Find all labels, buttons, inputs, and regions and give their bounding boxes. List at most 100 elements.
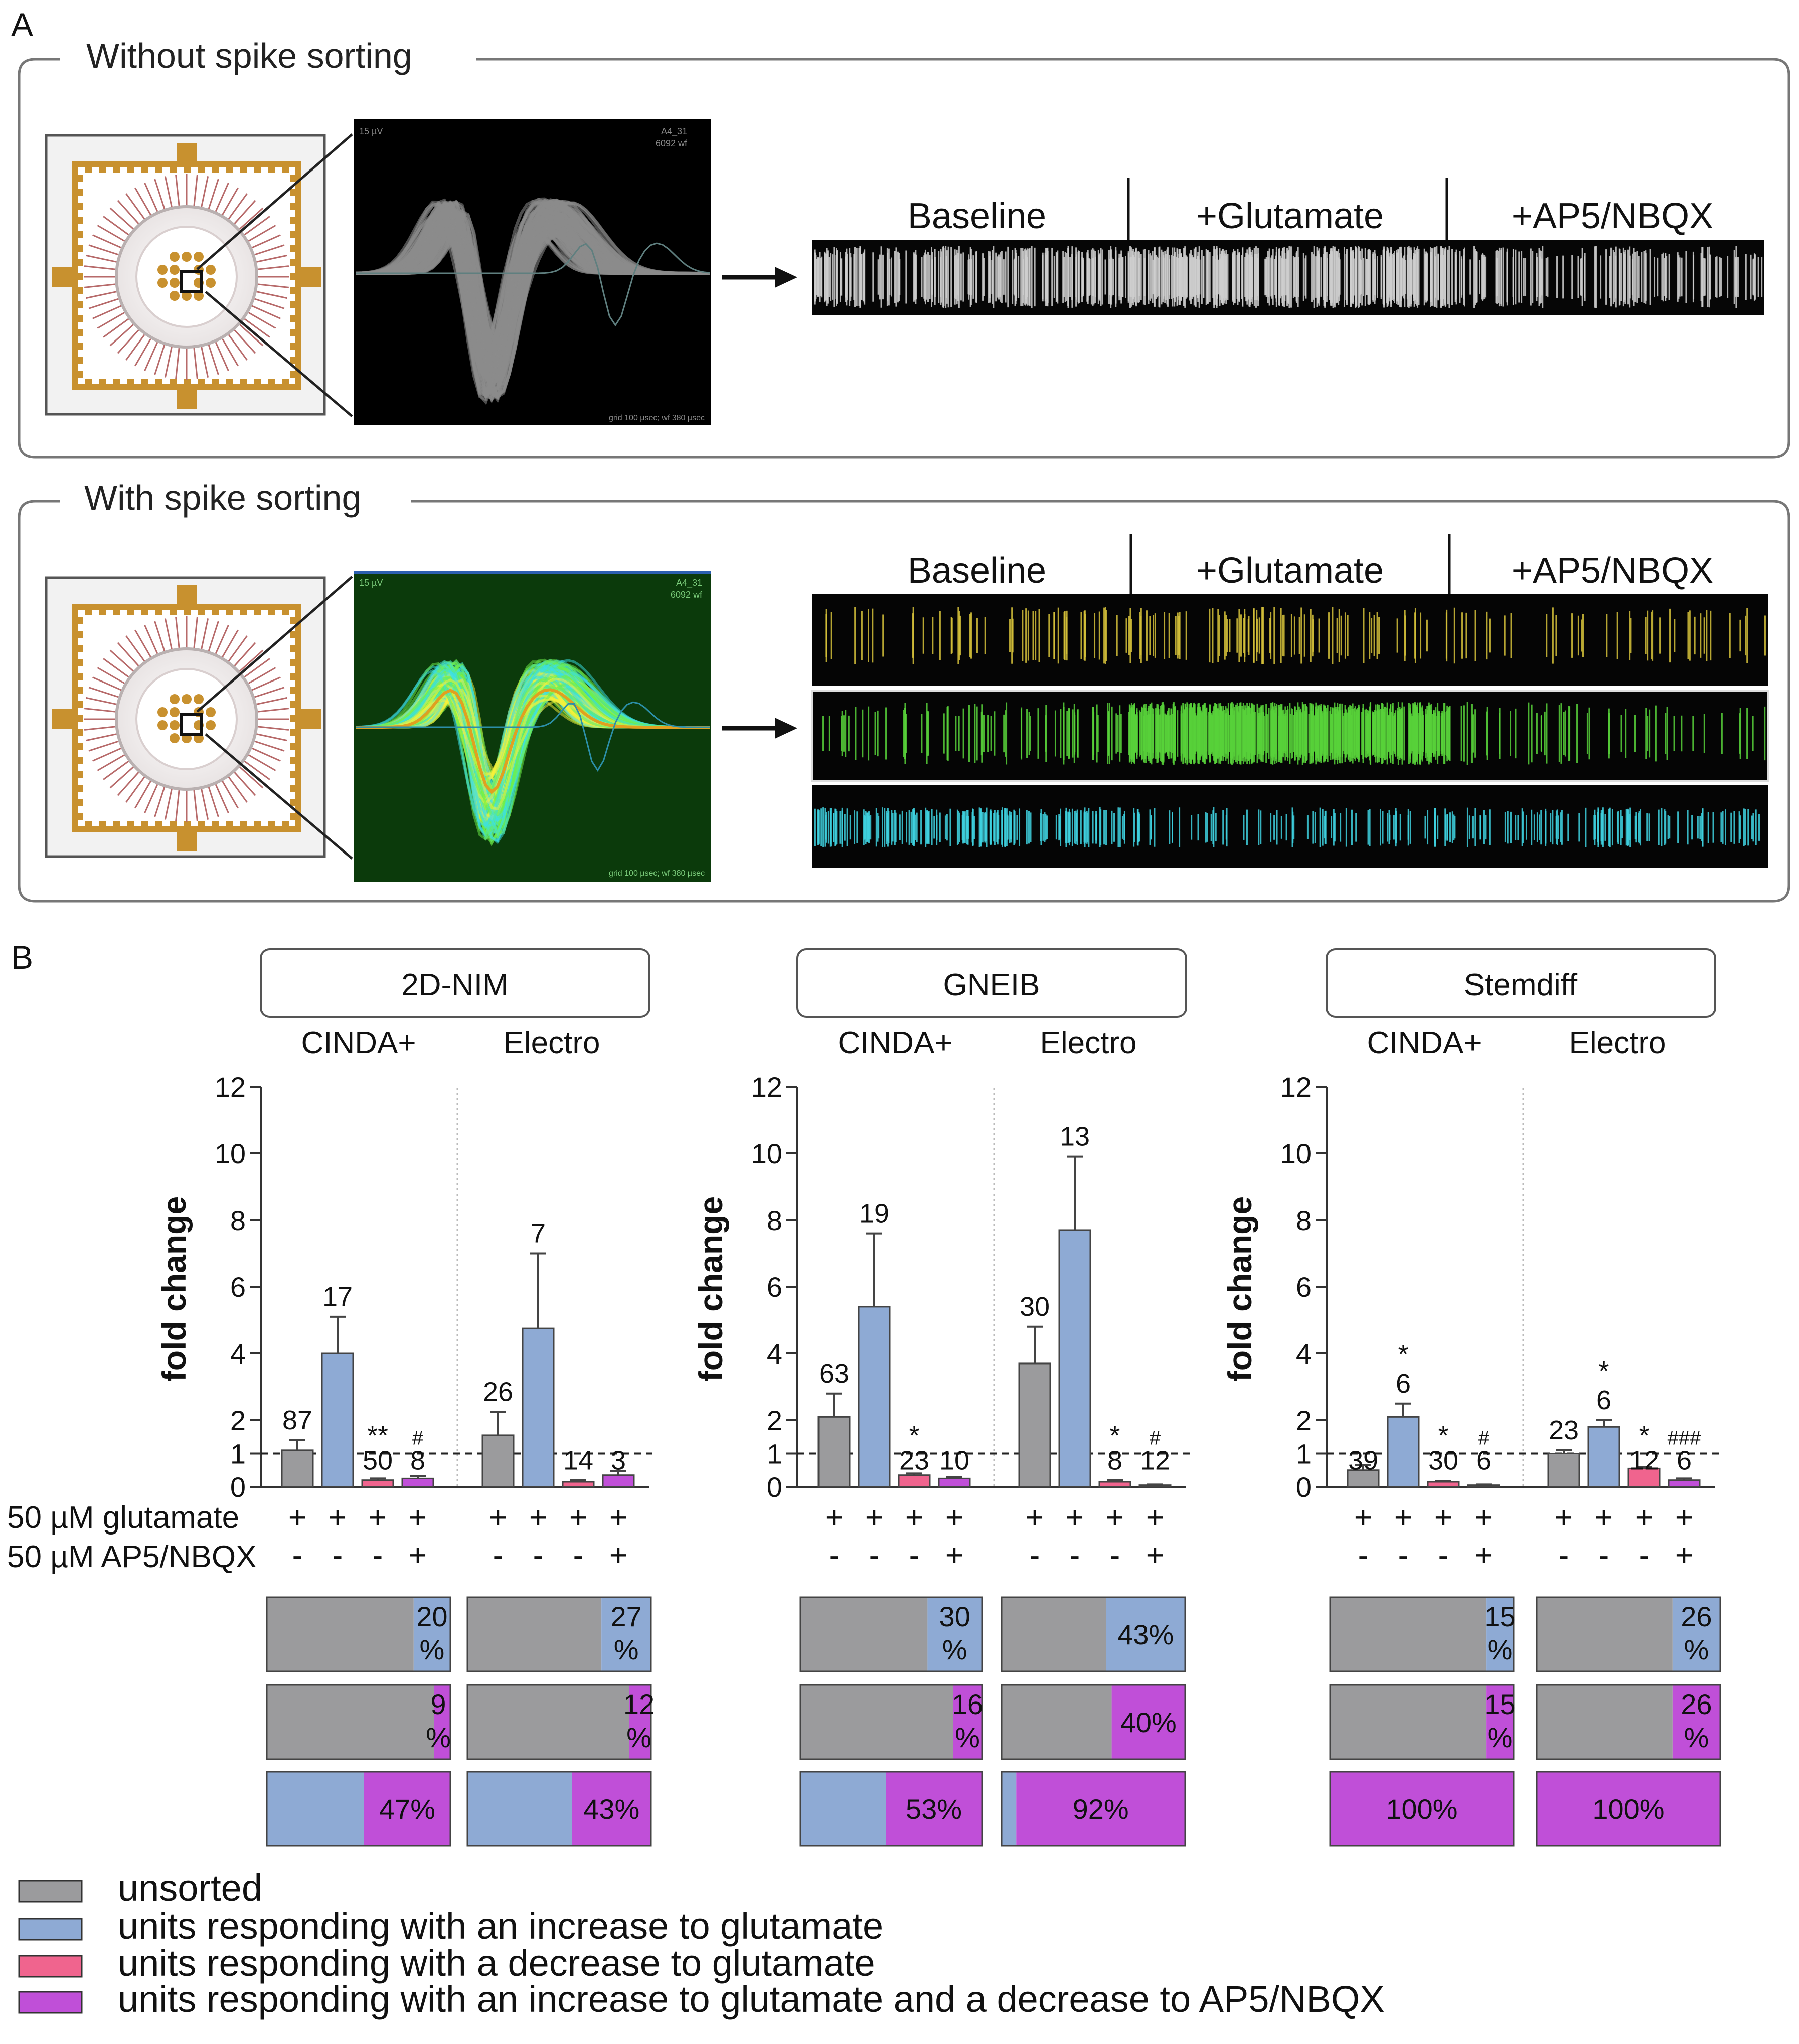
n-label: 17 — [322, 1282, 353, 1312]
proportion-segment-increase — [1486, 1597, 1514, 1671]
zoom-line — [205, 733, 353, 860]
electrode — [170, 707, 180, 717]
scope-channel-label: A4_31 — [661, 126, 687, 137]
proportion-label: 26% — [1681, 1601, 1712, 1665]
n-label: 12 — [1629, 1445, 1659, 1475]
ap5-indicator: - — [1070, 1538, 1080, 1573]
segment-label-baseline: Baseline — [908, 551, 1046, 591]
bar-increase — [1587, 1426, 1620, 1488]
glutamate-indicator: + — [1635, 1500, 1653, 1535]
electrode — [170, 278, 180, 288]
proportion-label: 12% — [623, 1688, 655, 1753]
proportion-label: 40% — [1120, 1707, 1177, 1738]
electrode — [206, 707, 216, 717]
scope-voltage-label: 15 µV — [359, 578, 383, 588]
proportion-label: 15% — [1484, 1601, 1515, 1665]
electrode — [182, 694, 192, 704]
electrode — [170, 265, 180, 275]
electrode — [206, 720, 216, 730]
glutamate-indicator: + — [1106, 1500, 1124, 1535]
proportion-segment-unsorted — [800, 1597, 928, 1671]
group-label: CINDA+ — [1367, 1026, 1482, 1060]
significance-marker: # — [1150, 1427, 1161, 1449]
row-label-ap5: 50 µM AP5/NBQX — [7, 1540, 256, 1574]
ap5-indicator: - — [533, 1538, 544, 1573]
legend-item-increase: units responding with an increase to glu… — [18, 1905, 883, 1947]
significance-marker: * — [1398, 1339, 1408, 1370]
glutamate-indicator: + — [489, 1500, 507, 1535]
segment-label-baseline: Baseline — [908, 196, 1046, 236]
bar-increase_decrease — [401, 1477, 434, 1488]
significance-marker: # — [412, 1427, 424, 1449]
electrode — [182, 252, 192, 262]
segment-label-ap5: +AP5/NBQX — [1512, 196, 1713, 236]
ap5-indicator: - — [1639, 1538, 1650, 1573]
bar-increase_decrease — [938, 1477, 971, 1488]
bar-decrease — [898, 1474, 931, 1488]
proportion-segment-increase — [1106, 1597, 1185, 1671]
n-label: 10 — [939, 1445, 969, 1475]
proportion-bar: 53% — [799, 1771, 983, 1847]
proportion-label: 27% — [610, 1601, 641, 1665]
n-label: 6 — [1396, 1369, 1411, 1399]
bar-unsorted — [817, 1416, 851, 1488]
bar-unsorted — [1018, 1362, 1051, 1488]
proportion-segment-unsorted — [1537, 1597, 1673, 1671]
group-label: Electro — [1040, 1026, 1137, 1060]
significance-marker: * — [1438, 1420, 1448, 1450]
proportion-segment-increase_decrease — [572, 1772, 651, 1846]
proportion-segment-unsorted — [467, 1597, 602, 1671]
proportion-bar: 15% — [1329, 1684, 1516, 1760]
proportion-segment-unsorted — [1330, 1597, 1487, 1671]
legend-label: units responding with an increase to glu… — [118, 1905, 883, 1947]
legend-item-increase_decrease: units responding with an increase to glu… — [18, 1978, 1385, 2020]
ap5-indicator: - — [573, 1538, 584, 1573]
proportion-segment-increase_decrease — [629, 1685, 651, 1759]
electrode — [170, 694, 180, 704]
n-label: 50 — [363, 1445, 393, 1475]
significance-marker: # — [1478, 1427, 1490, 1449]
n-label: 8 — [1107, 1445, 1122, 1475]
proportion-label: 53% — [906, 1793, 962, 1825]
group-label: CINDA+ — [301, 1026, 416, 1060]
proportion-segment-increase — [413, 1597, 450, 1671]
proportion-label: 26% — [1681, 1688, 1712, 1753]
proportion-bar: 9% — [266, 1684, 451, 1760]
n-label: 7 — [531, 1219, 546, 1249]
electrode — [157, 265, 168, 275]
bottom-box-title: With spike sorting — [84, 478, 361, 518]
ap5-indicator: + — [609, 1538, 627, 1573]
y-tick-label: 2 — [767, 1405, 782, 1436]
electrode — [157, 278, 168, 288]
raster-sorted-yellow — [812, 594, 1768, 686]
y-tick-label: 10 — [751, 1138, 782, 1169]
scope-count-label: 6092 wf — [656, 138, 688, 148]
mea-chip-top — [45, 134, 326, 416]
electrode — [170, 720, 180, 730]
y-axis-label: fold change — [1221, 1196, 1258, 1382]
scope-count-label: 6092 wf — [671, 590, 703, 600]
electrode — [170, 733, 180, 743]
n-label: 30 — [1428, 1445, 1458, 1475]
proportion-segment-increase — [927, 1597, 982, 1671]
ap5-indicator: - — [1398, 1538, 1409, 1573]
zoom-line — [196, 576, 353, 713]
glutamate-indicator: + — [329, 1500, 347, 1535]
bar-unsorted — [481, 1434, 515, 1488]
segment-label-glutamate: +Glutamate — [1196, 196, 1384, 236]
y-tick-label: 8 — [767, 1205, 782, 1236]
significance-marker: * — [909, 1420, 919, 1450]
electrode — [206, 278, 216, 288]
y-tick-label: 6 — [1296, 1271, 1312, 1303]
y-tick-label: 10 — [215, 1138, 246, 1169]
zoom-line — [196, 133, 353, 270]
ap5-indicator: - — [1110, 1538, 1120, 1573]
proportion-segment-increase_decrease — [1486, 1685, 1514, 1759]
proportion-segment-increase_decrease — [1672, 1685, 1720, 1759]
bar-unsorted — [1547, 1453, 1580, 1488]
proportion-segment-increase_decrease — [886, 1772, 982, 1846]
ap5-indicator: + — [945, 1538, 963, 1573]
segment-label-glutamate: +Glutamate — [1196, 551, 1384, 591]
top-box-title: Without spike sorting — [86, 36, 412, 75]
